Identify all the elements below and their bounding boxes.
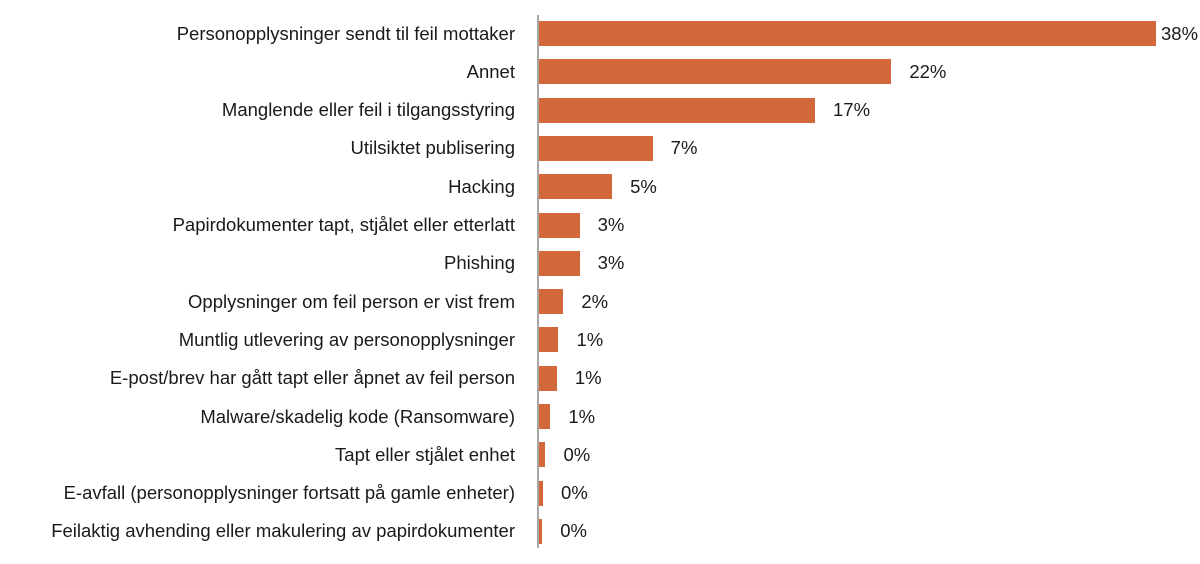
category-label: Phishing: [444, 252, 515, 274]
value-label: 0%: [563, 443, 591, 465]
bar: [539, 480, 544, 506]
bar: [539, 404, 551, 429]
category-label: Hacking: [448, 175, 515, 197]
y-axis-line: [537, 15, 539, 548]
bar: [539, 59, 892, 85]
bar: [539, 21, 1156, 46]
category-label: Papirdokumenter tapt, stjålet eller ette…: [172, 214, 515, 235]
category-label: E-avfall (personopplysninger fortsatt på…: [63, 482, 515, 504]
bar: [539, 518, 543, 544]
category-label: Annet: [466, 60, 515, 82]
category-label: Tapt eller stjålet enhet: [335, 443, 515, 465]
value-label: 7%: [670, 137, 698, 159]
value-label: 1%: [568, 405, 596, 427]
bar: [539, 250, 580, 276]
bar: [539, 289, 564, 315]
bar: [539, 212, 580, 238]
value-label: 22%: [909, 60, 947, 82]
value-label: 1%: [574, 367, 602, 389]
category-label: Malware/skadelig kode (Ransomware): [200, 405, 515, 427]
value-label: 3%: [597, 214, 625, 235]
bar: [539, 327, 559, 353]
category-label: Opplysninger om feil person er vist frem: [188, 290, 515, 312]
bar: [539, 174, 613, 200]
category-label: Manglende eller feil i tilgangsstyring: [221, 99, 515, 121]
value-label: 17%: [833, 99, 871, 121]
category-label: E-post/brev har gått tapt eller åpnet av…: [109, 367, 515, 389]
category-label: Muntlig utlevering av personopplysninger: [178, 328, 515, 350]
value-label: 1%: [576, 328, 604, 350]
bar: [539, 442, 546, 468]
value-label: 2%: [581, 290, 609, 312]
category-label: Feilaktig avhending eller makulering av …: [51, 520, 515, 542]
category-label: Utilsiktet publisering: [350, 137, 515, 159]
value-label: 0%: [560, 520, 587, 542]
value-label: 0%: [561, 482, 588, 504]
value-label: 5%: [630, 175, 657, 197]
value-label: 38%: [1161, 22, 1199, 44]
bar: [539, 365, 557, 391]
value-label: 3%: [597, 252, 625, 274]
category-label: Personopplysninger sendt til feil mottak…: [176, 22, 515, 44]
bar: [539, 135, 653, 161]
bar: [539, 97, 816, 123]
